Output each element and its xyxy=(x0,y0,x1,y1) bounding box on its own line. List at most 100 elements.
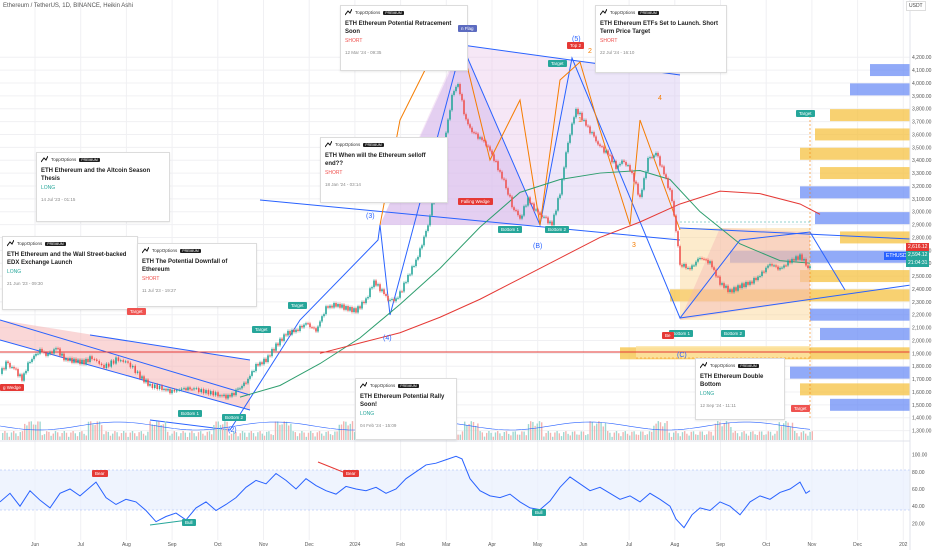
volume-bar xyxy=(248,432,250,440)
volume-bar xyxy=(26,425,28,440)
idea-author: ToppOptions xyxy=(610,10,636,15)
idea-card[interactable]: ToppOptions PREMIUM ETH Ethereum and the … xyxy=(2,236,138,310)
candle xyxy=(7,361,9,364)
volume-bar xyxy=(789,426,791,440)
candle xyxy=(145,379,147,383)
candle xyxy=(483,139,485,142)
volume-bar xyxy=(140,431,142,440)
candle xyxy=(457,84,459,87)
candle xyxy=(707,259,709,264)
target-tag: Target xyxy=(796,110,815,117)
volume-bar xyxy=(277,421,279,440)
candle xyxy=(703,258,705,260)
candle xyxy=(363,301,365,304)
candle xyxy=(41,349,43,352)
volume-bar xyxy=(197,432,200,440)
candle xyxy=(134,365,136,373)
volume-bar xyxy=(259,431,261,440)
idea-card[interactable]: ToppOptions PREMIUM ETH Ethereum Double B… xyxy=(695,358,785,420)
volume-bar xyxy=(19,432,21,440)
candle xyxy=(176,390,178,392)
volume-bar xyxy=(52,433,54,440)
volume-bar xyxy=(193,433,195,440)
volume-bar xyxy=(470,421,472,440)
idea-card[interactable]: ToppOptions PREMIUM ETH Ethereum ETFs Set… xyxy=(595,5,727,73)
volume-bar xyxy=(490,432,492,440)
volume-bar xyxy=(105,431,107,440)
candle xyxy=(156,384,158,390)
volume-bar xyxy=(734,431,736,440)
volume-bar xyxy=(167,431,169,440)
candle xyxy=(777,266,779,270)
candle xyxy=(13,366,15,369)
price-tick-label: 2,900.00 xyxy=(912,223,932,229)
candle xyxy=(661,165,663,167)
candle xyxy=(343,304,345,310)
idea-card[interactable]: ToppOptions PREMIUM ETH Ethereum Potentia… xyxy=(340,5,468,71)
candle xyxy=(683,264,685,267)
volume-bar xyxy=(666,421,668,440)
volume-bar xyxy=(512,431,514,440)
volume-bar xyxy=(519,434,521,440)
idea-card[interactable]: ToppOptions PREMIUM ETH Ethereum and the … xyxy=(36,152,170,222)
idea-card[interactable]: ToppOptions PREMIUM ETH The Potential Dow… xyxy=(137,243,257,307)
candle xyxy=(271,348,273,357)
candle xyxy=(669,187,671,191)
candle xyxy=(567,142,569,153)
candle xyxy=(425,230,427,237)
volume-bar xyxy=(153,424,156,440)
volume-bar xyxy=(8,436,10,440)
volume-profile-row xyxy=(820,167,910,180)
toppoptions-logo-icon xyxy=(324,140,333,148)
top-2-tag: Top 2 xyxy=(567,42,585,49)
candle xyxy=(200,389,202,393)
candle xyxy=(765,267,767,273)
candle xyxy=(283,334,285,341)
volume-bar xyxy=(556,431,558,440)
candle xyxy=(477,133,479,139)
candle xyxy=(96,359,98,361)
idea-title: ETH Ethereum Potential Rally Soon! xyxy=(360,394,445,408)
volume-bar xyxy=(796,433,798,440)
candle xyxy=(339,303,341,308)
currency-label[interactable]: USDT xyxy=(906,1,926,11)
candle xyxy=(463,100,465,115)
volume-bar xyxy=(589,421,591,440)
volume-bar xyxy=(178,436,180,440)
time-axis[interactable]: Jun Jul Aug Sep Oct Nov Dec 2024 Feb Mar Apr May Jun… xyxy=(31,542,908,548)
volume-bar xyxy=(468,424,470,440)
volume-bar xyxy=(523,431,525,440)
volume-bar xyxy=(670,436,673,440)
volume-bar xyxy=(239,433,241,440)
candle xyxy=(149,383,151,386)
volume-bar xyxy=(323,435,325,440)
candle xyxy=(275,343,277,351)
candle xyxy=(391,298,393,300)
candle xyxy=(37,353,39,355)
candle xyxy=(537,209,539,213)
time-tick-label: 2024 xyxy=(349,542,360,548)
price-tick-label: 3,000.00 xyxy=(912,210,932,216)
candle xyxy=(205,390,207,394)
volume-bar xyxy=(255,436,257,440)
volume-bar xyxy=(534,425,536,440)
idea-card[interactable]: ToppOptions PREMIUM ETH Ethereum Potentia… xyxy=(355,378,457,440)
volume-bar xyxy=(730,426,732,440)
candle xyxy=(641,189,643,197)
volume-bar xyxy=(787,422,789,440)
volume-bar xyxy=(697,434,699,440)
candle xyxy=(467,119,469,125)
candle xyxy=(49,351,51,355)
idea-card[interactable]: ToppOptions PREMIUM ETH When will the Eth… xyxy=(320,137,448,203)
volume-bar xyxy=(536,423,538,440)
close-price-badge: 2,594.12 xyxy=(906,251,930,259)
candle xyxy=(389,299,391,301)
candle xyxy=(291,329,293,335)
volume-bar xyxy=(74,433,76,440)
volume-bar xyxy=(338,424,340,440)
candle xyxy=(617,165,619,169)
volume-bar xyxy=(708,431,710,440)
rsi-tick-label: 20.00 xyxy=(912,521,925,527)
candle xyxy=(377,284,379,286)
